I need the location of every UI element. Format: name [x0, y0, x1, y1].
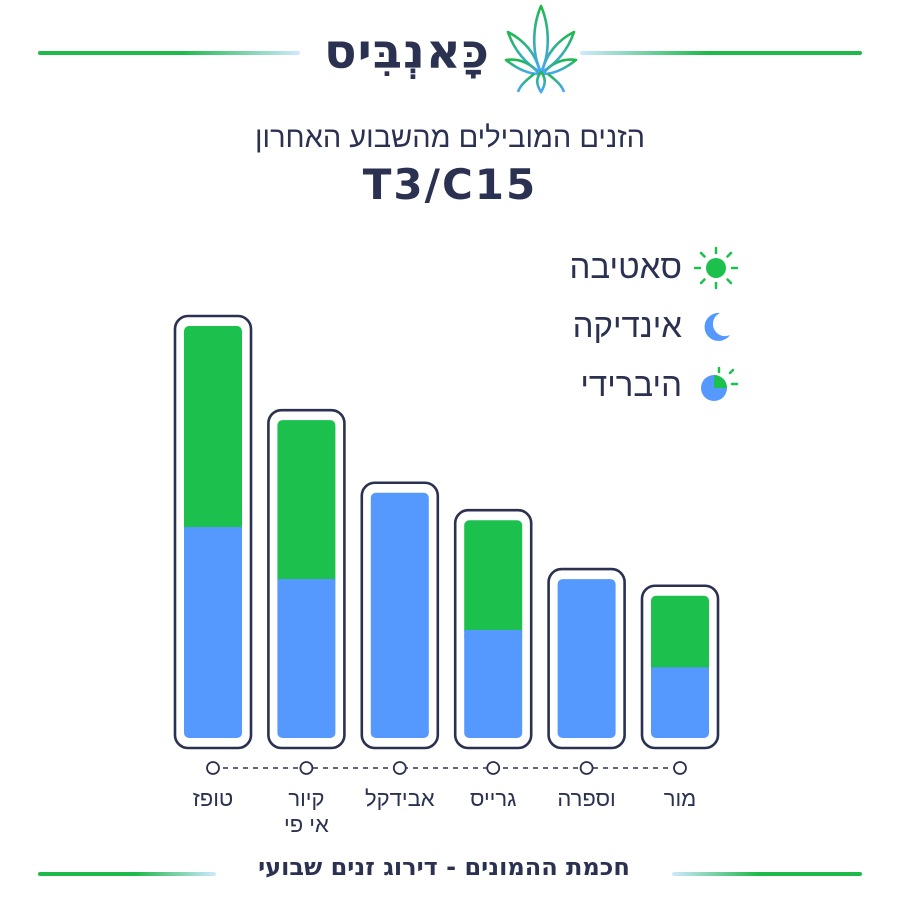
axis-marker	[206, 761, 220, 775]
bar-segment-indica	[184, 527, 242, 738]
category-label: טופז	[193, 786, 234, 811]
bar-segment-sativa	[464, 520, 523, 637]
category-label: אי פי	[284, 812, 329, 837]
category-label: גרייס	[470, 786, 516, 811]
bar-segment-sativa	[184, 326, 242, 534]
bar-group	[547, 567, 626, 750]
footer-rule-left	[38, 872, 216, 876]
axis-marker	[486, 761, 501, 775]
moon-icon	[704, 312, 730, 341]
header-rule-right	[580, 51, 862, 55]
axis-marker	[299, 761, 314, 775]
legend-item-indica: אינדיקה	[530, 305, 740, 349]
bar-segment-sativa	[651, 595, 709, 674]
cannabis-leaf-icon	[504, 4, 578, 94]
bar-group	[640, 584, 720, 750]
chart-subtitle: הזנים המובילים מהשבוע האחרון	[255, 122, 645, 154]
bar-segment-indica	[464, 630, 523, 738]
half-sun-moon-icon	[701, 366, 739, 401]
bar-segment-joint	[651, 667, 709, 674]
footer-caption: חכמת ההמונים - דירוג זנים שבועי	[258, 853, 630, 881]
header-rule-left	[38, 51, 300, 55]
bar-segment-indica	[277, 579, 336, 738]
bar-segment-joint	[277, 579, 336, 586]
legend-label-indica: אינדיקה	[572, 307, 682, 344]
category-label: מור	[664, 786, 697, 811]
bar-group	[173, 314, 253, 750]
legend-label-sativa: סאטיבה	[569, 248, 682, 285]
bar-segment-indica	[370, 492, 429, 738]
chart-title: T3/C15	[362, 160, 538, 209]
category-label: אבידקל	[365, 786, 435, 811]
bar-group	[360, 481, 440, 750]
sun-icon	[693, 246, 739, 290]
footer-rule-right	[672, 872, 862, 876]
bar-segment-indica	[557, 579, 616, 738]
legend-item-sativa: סאטיבה	[530, 246, 740, 290]
bar-segment-joint	[464, 630, 523, 637]
legend-label-hybrid: היברידי	[580, 366, 682, 403]
axis-marker	[579, 761, 594, 775]
category-label: וספרה	[557, 786, 615, 811]
bar-group	[453, 508, 533, 750]
brand-name: כָּאנְבִּיס	[324, 24, 490, 80]
bar-segment-sativa	[277, 420, 336, 586]
axis-marker	[392, 761, 407, 775]
axis-marker	[673, 761, 687, 775]
category-label: קיור	[288, 786, 324, 811]
bar-segment-joint	[184, 527, 242, 534]
legend-item-hybrid: היברידי	[530, 364, 740, 408]
bar-group	[267, 408, 346, 750]
bar-segment-indica	[651, 667, 709, 738]
